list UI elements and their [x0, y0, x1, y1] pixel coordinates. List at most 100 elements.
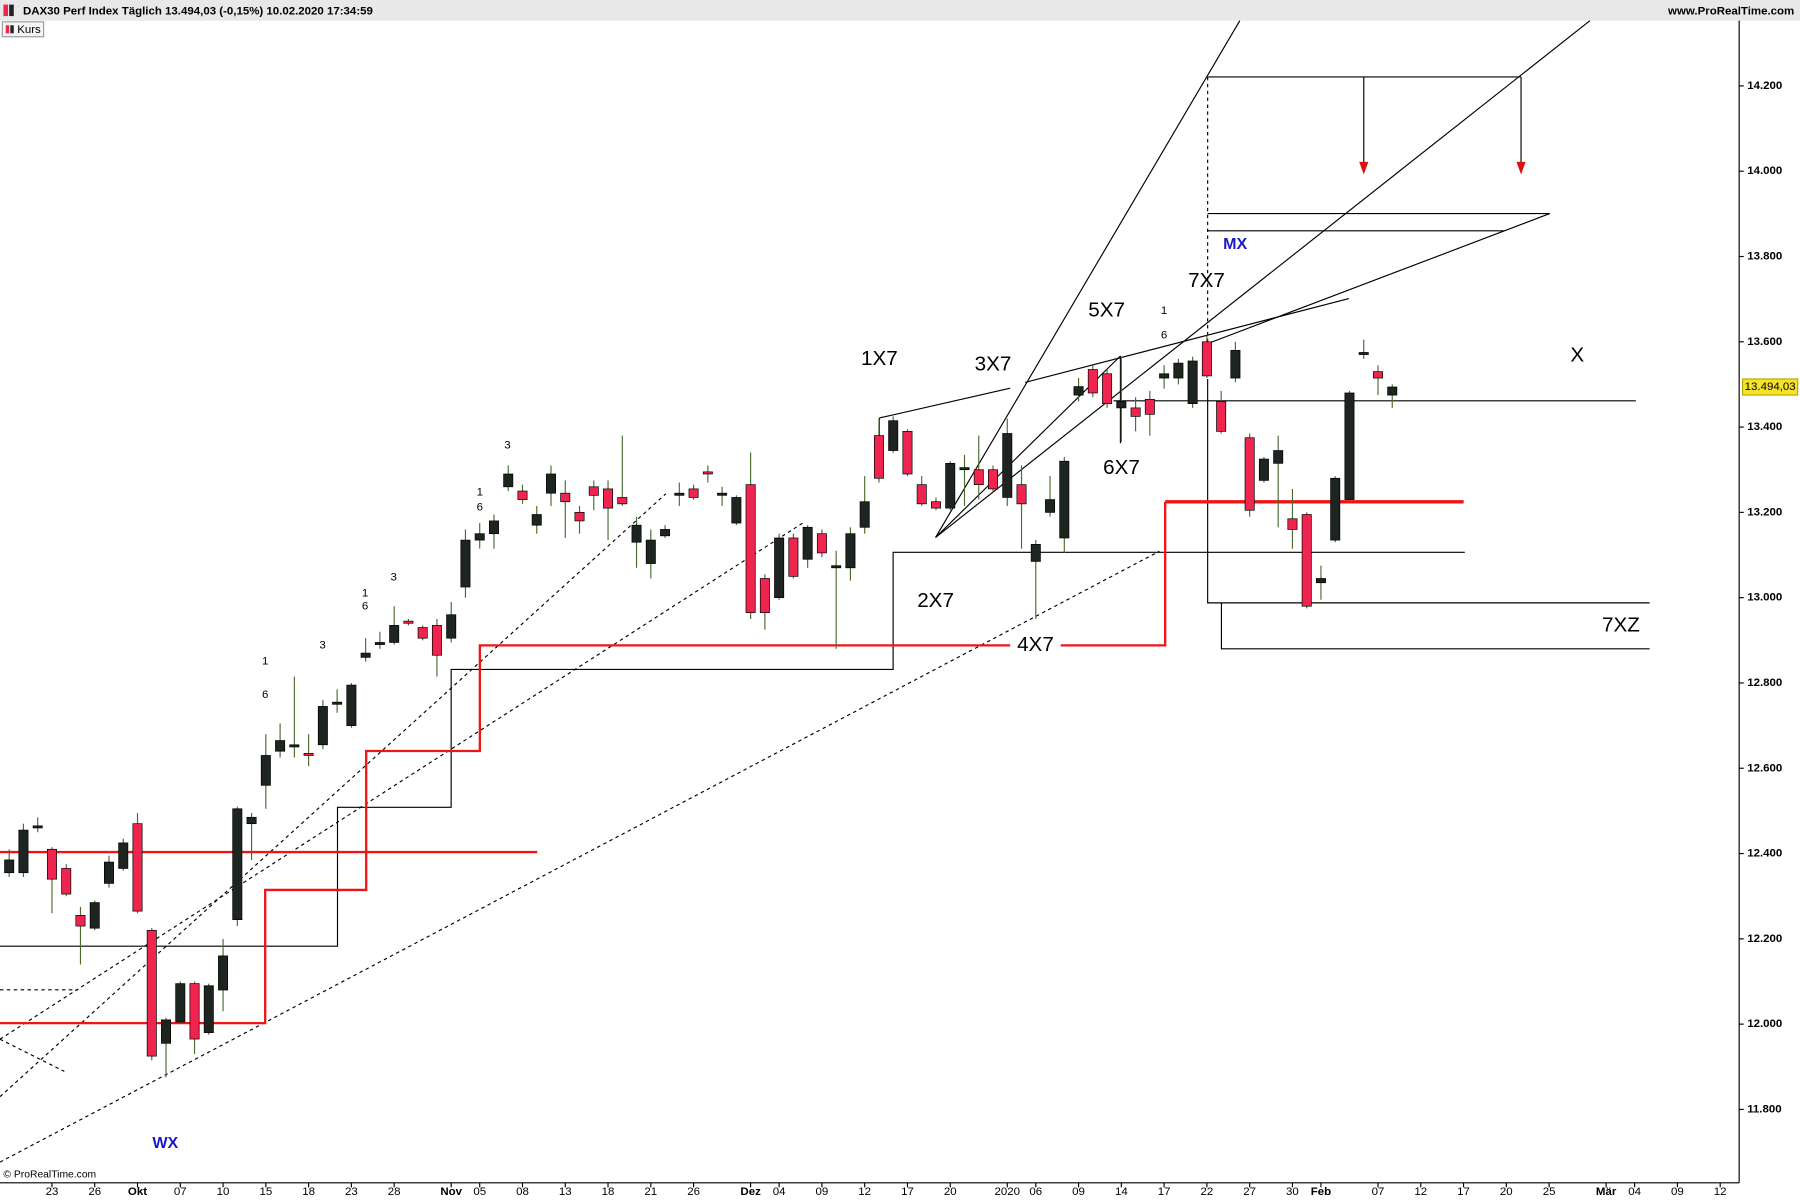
x-tick-label: 05 — [473, 1186, 486, 1198]
candle-body — [845, 533, 856, 569]
candle-body — [916, 484, 927, 505]
x-tick-label: 13 — [559, 1186, 572, 1198]
annotation: X — [1570, 343, 1584, 366]
header-icon — [3, 4, 9, 17]
annotations: 1X7 3X7 5X7 7X7 6X7 2X7 4X7 X 7XZ MX WX … — [152, 235, 1639, 1152]
candle-body — [474, 533, 485, 541]
candle-body — [1216, 401, 1227, 432]
candle-body — [332, 701, 343, 705]
y-tick-label: 12.400 — [1747, 848, 1782, 860]
candle-body — [75, 915, 86, 927]
annotation: 6 — [262, 689, 268, 701]
x-tick-label: Dez — [740, 1186, 761, 1198]
x-tick-label: 12 — [1414, 1186, 1427, 1198]
y-tick-label: 13.800 — [1747, 251, 1782, 263]
drawings — [0, 20, 1650, 1163]
candle-body — [1002, 433, 1013, 498]
x-tick-label: 20 — [1500, 1186, 1513, 1198]
candle-body — [988, 469, 998, 490]
x-tick-label: 25 — [1543, 1186, 1556, 1198]
x-tick-label: 23 — [345, 1186, 358, 1198]
candle-body — [717, 492, 728, 496]
annotation: 3 — [504, 440, 510, 452]
x-tick-label: 30 — [1286, 1186, 1299, 1198]
candle-body — [1387, 386, 1398, 396]
candle-body — [1059, 460, 1070, 539]
trendline — [0, 550, 1160, 1163]
red-step — [0, 501, 1167, 1025]
x-tick-label: 27 — [1243, 1186, 1256, 1198]
candle-body — [731, 497, 742, 524]
candle-body — [617, 497, 628, 505]
x-tick-label: 04 — [1628, 1186, 1641, 1198]
candle-body — [118, 842, 129, 869]
x-tick-label: 09 — [1671, 1186, 1684, 1198]
candle-body — [1016, 484, 1027, 505]
candle-body — [175, 983, 186, 1023]
candle-body — [702, 471, 713, 475]
x-tick-label: 06 — [1029, 1186, 1042, 1198]
x-tick-label: 23 — [46, 1186, 59, 1198]
y-tick-label: 12.000 — [1747, 1018, 1782, 1030]
candle-body — [389, 625, 400, 643]
annotation: 6 — [362, 600, 368, 612]
candle-body — [431, 625, 442, 656]
header-bar — [0, 0, 1800, 21]
trendline — [935, 20, 1591, 538]
trendline — [1024, 298, 1349, 383]
annotation: 5X7 — [1088, 299, 1125, 322]
y-tick-label: 11.800 — [1747, 1103, 1781, 1115]
candle-body — [360, 652, 371, 658]
x-tick-label: 22 — [1201, 1186, 1214, 1198]
x-tick-label: Feb — [1311, 1186, 1331, 1198]
candle-body — [945, 462, 956, 509]
annotation: 3 — [319, 639, 325, 651]
candle-body — [745, 484, 756, 613]
x-tick-label: 15 — [259, 1186, 272, 1198]
y-tick-label: 14.200 — [1747, 80, 1782, 92]
candle-body — [603, 488, 614, 509]
candle-body — [774, 537, 785, 599]
candle-body — [1073, 386, 1084, 396]
x-tick-label: Okt — [128, 1186, 147, 1198]
candle-body — [1287, 518, 1298, 530]
candle-body — [460, 539, 471, 588]
candle-body — [1358, 352, 1369, 355]
candle-body — [488, 520, 499, 535]
candle-body — [1373, 371, 1383, 379]
source: www.ProRealTime.com — [1667, 6, 1794, 18]
candle-body — [303, 752, 314, 756]
candle-body — [189, 983, 200, 1040]
x-tick-label: 20 — [944, 1186, 957, 1198]
candle-body — [104, 861, 114, 884]
candle-body — [232, 808, 243, 920]
candle-body — [1315, 578, 1326, 584]
x-tick-label: 26 — [88, 1186, 101, 1198]
candle-body — [816, 533, 827, 554]
x-tick-label: 12 — [1714, 1186, 1727, 1198]
candle-body — [759, 578, 770, 613]
level-line — [1207, 378, 1650, 604]
candle-body — [161, 1019, 172, 1044]
x-tick-label: 2020 — [995, 1186, 1021, 1198]
candle-body — [973, 469, 984, 486]
candle-body — [346, 684, 357, 726]
candle-body — [660, 529, 671, 537]
candle-body — [146, 929, 157, 1057]
trendline — [0, 522, 804, 1040]
x-tick-label: 09 — [816, 1186, 829, 1198]
candle-body — [1173, 362, 1184, 379]
legend-icon — [10, 25, 14, 34]
candle-body — [1116, 401, 1127, 409]
candle-body — [132, 823, 143, 912]
candle-body — [1045, 499, 1056, 513]
candle-body — [1301, 514, 1312, 607]
trendline — [0, 493, 667, 1098]
arrow-head — [1516, 161, 1526, 175]
annotation: 7X7 — [1188, 269, 1225, 292]
candle-body — [203, 985, 214, 1034]
candle-body — [888, 420, 899, 451]
candle-body — [859, 501, 870, 528]
candle-body — [1330, 477, 1341, 541]
